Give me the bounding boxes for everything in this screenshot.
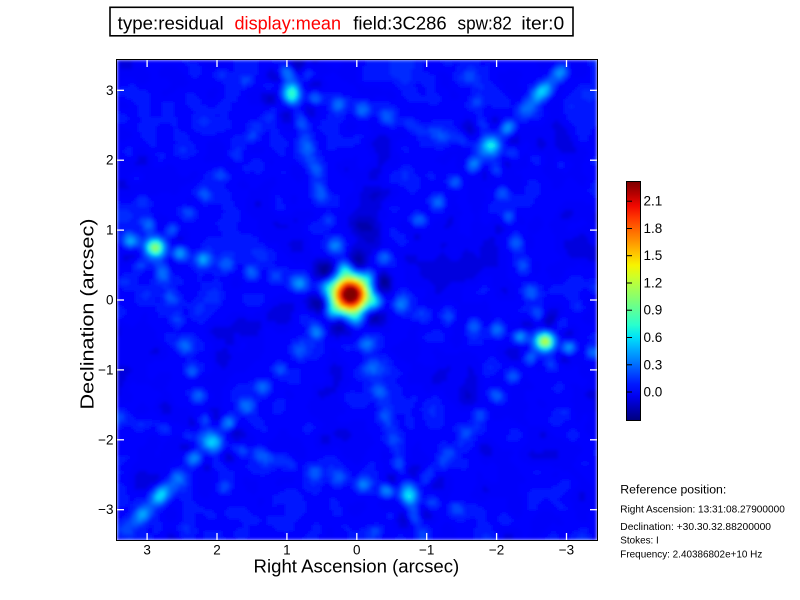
svg-text:Right Ascension: 13:31:08.2790: Right Ascension: 13:31:08.27900000 — [620, 503, 785, 515]
svg-text:display:mean: display:mean — [235, 14, 342, 34]
svg-text:0.3: 0.3 — [644, 357, 663, 372]
svg-text:0.9: 0.9 — [644, 303, 663, 318]
svg-text:Declination: +30.30.32.8820000: Declination: +30.30.32.88200000 — [620, 521, 771, 533]
svg-text:Frequency: 2.40386802e+10 Hz: Frequency: 2.40386802e+10 Hz — [620, 549, 762, 561]
svg-text:0: 0 — [106, 293, 114, 308]
svg-text:1: 1 — [283, 543, 291, 558]
svg-text:3: 3 — [106, 83, 114, 98]
svg-text:−2: −2 — [489, 543, 504, 558]
svg-text:3: 3 — [143, 543, 151, 558]
svg-text:−1: −1 — [419, 543, 434, 558]
svg-text:2.1: 2.1 — [644, 194, 663, 209]
svg-text:0.0: 0.0 — [644, 385, 663, 400]
svg-text:−2: −2 — [98, 432, 113, 447]
svg-text:Stokes: I: Stokes: I — [620, 534, 659, 546]
svg-text:1: 1 — [106, 223, 114, 238]
svg-text:1.5: 1.5 — [644, 248, 663, 263]
svg-text:2: 2 — [213, 543, 221, 558]
svg-text:0: 0 — [353, 543, 361, 558]
svg-text:1.2: 1.2 — [644, 276, 663, 291]
svg-text:2: 2 — [106, 153, 114, 168]
svg-text:Declination (arcsec): Declination (arcsec) — [78, 219, 98, 410]
svg-text:Reference position:: Reference position: — [620, 485, 726, 497]
svg-text:0.6: 0.6 — [644, 330, 663, 345]
svg-text:−3: −3 — [98, 502, 113, 517]
svg-text:1.8: 1.8 — [644, 221, 663, 236]
svg-text:field:3C286: field:3C286 — [353, 14, 446, 34]
svg-text:Right Ascension (arcsec): Right Ascension (arcsec) — [254, 557, 460, 577]
svg-text:type:residual: type:residual — [118, 14, 224, 34]
svg-text:iter:0: iter:0 — [521, 14, 564, 34]
svg-text:−3: −3 — [559, 543, 574, 558]
svg-text:spw:82: spw:82 — [458, 14, 512, 34]
svg-text:−1: −1 — [98, 362, 113, 377]
